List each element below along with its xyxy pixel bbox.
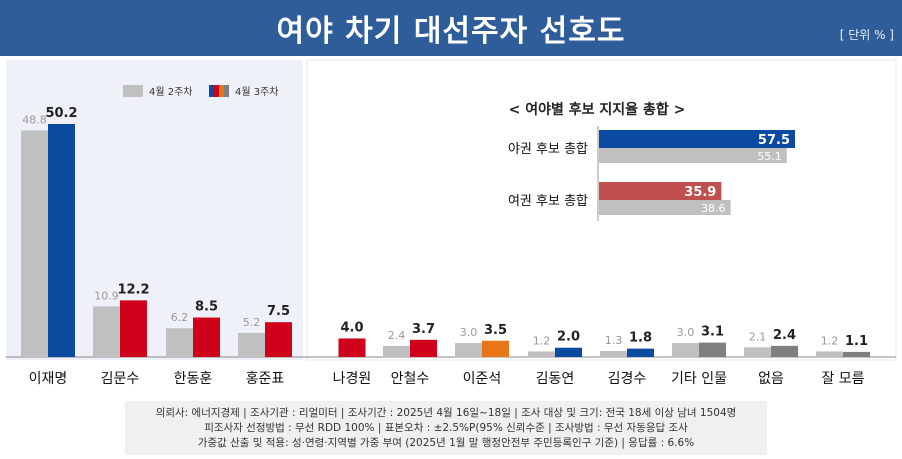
category-label: 김문수 (101, 371, 140, 387)
value-label-prev: 48.8 (22, 113, 47, 126)
value-label-prev: 1.3 (605, 334, 623, 347)
value-label-curr: 2.0 (557, 330, 580, 345)
legend-label-prev: 4월 2주차 (149, 86, 193, 98)
legend-swatch-curr (224, 85, 229, 97)
bar-curr-week (410, 339, 437, 357)
bar-curr-week (482, 340, 509, 357)
footnote-line: 피조사자 선정방법 : 무선 RDD 100% | 표본오차 : ±2.5%P(… (204, 422, 688, 434)
bar-prev-week (816, 351, 843, 357)
value-label-prev: 1.2 (533, 334, 551, 347)
footnote-line: 가중값 산출 및 적용: 성·연령·지역별 가중 부여 (2025년 1월 말 … (197, 437, 695, 449)
category-label: 홍준표 (246, 371, 285, 387)
value-label-curr: 1.1 (845, 334, 868, 349)
category-label: 나경원 (333, 371, 372, 387)
inset-bar-curr (599, 130, 795, 148)
value-label-prev: 6.2 (171, 311, 189, 324)
bar-prev-week (672, 343, 699, 357)
value-label-curr: 4.0 (340, 320, 363, 335)
inset-title: < 여야별 후보 지지율 총합 > (509, 101, 686, 118)
bar-curr-week (771, 345, 798, 357)
inset-value-curr: 35.9 (684, 185, 716, 200)
footnote-line: 의뢰사: 에너지경제 | 조사기관 : 리얼미터 | 조사기간 : 2025년 … (155, 407, 737, 419)
inset-category-label: 야권 후보 총합 (508, 142, 588, 157)
bar-curr-week (48, 124, 75, 357)
bar-prev-week (528, 351, 555, 357)
bar-curr-week (265, 322, 292, 357)
legend-swatch-prev (123, 85, 143, 97)
value-label-curr: 8.5 (195, 300, 218, 315)
value-label-curr: 2.4 (773, 328, 796, 343)
value-label-prev: 1.2 (821, 334, 839, 347)
category-label: 잘 모름 (821, 371, 864, 387)
value-label-prev: 5.2 (243, 316, 261, 329)
bar-prev-week (455, 343, 482, 357)
page-title: 여야 차기 대선주자 선호도 (276, 14, 626, 49)
bar-curr-week (120, 300, 147, 357)
value-label-curr: 7.5 (267, 304, 290, 319)
category-label: 이준석 (463, 371, 502, 387)
category-label: 이재명 (29, 371, 68, 387)
header-bar: 여야 차기 대선주자 선호도 [ 단위 % ] (0, 0, 902, 56)
category-label: 안철수 (391, 371, 430, 387)
bar-curr-week (699, 342, 726, 357)
category-label: 김동연 (536, 371, 575, 387)
value-label-curr: 12.2 (117, 282, 149, 297)
category-label: 한동훈 (174, 371, 213, 387)
inset-category-label: 여권 후보 총합 (508, 194, 588, 209)
inset-value-prev: 55.1 (757, 150, 782, 163)
bar-curr-week (843, 351, 870, 357)
chart-area: 4월 2주차 4월 3주차 48.850.2 이재명 10.912.2 김문수 6.2 8.5… (6, 59, 897, 387)
bar-prev-week (238, 332, 265, 357)
legend-swatch-curr (219, 85, 224, 97)
bar-curr-week (555, 347, 582, 357)
value-label-prev: 3.0 (460, 326, 478, 339)
value-label-curr: 3.7 (412, 322, 435, 337)
bar-curr-week (627, 348, 654, 357)
inset-bar-curr (599, 182, 722, 200)
survey-footnote: 의뢰사: 에너지경제 | 조사기관 : 리얼미터 | 조사기간 : 2025년 … (125, 401, 767, 455)
legend-label-curr: 4월 3주차 (235, 86, 279, 98)
inset-value-prev: 38.6 (701, 202, 726, 215)
inset-bar-prev (599, 148, 787, 163)
category-label: 김경수 (608, 371, 647, 387)
legend-swatch-curr (214, 85, 219, 97)
bar-prev-week (93, 306, 120, 357)
inset-bar-prev (599, 200, 731, 215)
value-label-prev: 2.1 (749, 330, 767, 343)
bar-prev-week (383, 345, 410, 357)
value-label-prev: 10.9 (94, 289, 119, 302)
bar-prev-week (744, 347, 771, 357)
category-label: 없음 (758, 371, 784, 387)
value-label-curr: 50.2 (45, 106, 77, 121)
bar-prev-week (166, 328, 193, 357)
bar-curr-week (338, 338, 366, 357)
value-label-prev: 3.0 (677, 326, 695, 339)
category-label: 기타 인물 (671, 371, 727, 387)
bar-prev-week (600, 350, 627, 357)
inset-value-curr: 57.5 (758, 133, 790, 148)
unit-label: [ 단위 % ] (839, 28, 894, 42)
value-label-curr: 1.8 (629, 331, 652, 346)
bar-curr-week (193, 317, 220, 357)
value-label-curr: 3.5 (484, 323, 507, 338)
value-label-curr: 3.1 (701, 325, 724, 340)
legend-swatch-curr (209, 85, 214, 97)
bar-prev-week (21, 130, 48, 357)
value-label-prev: 2.4 (388, 329, 406, 342)
